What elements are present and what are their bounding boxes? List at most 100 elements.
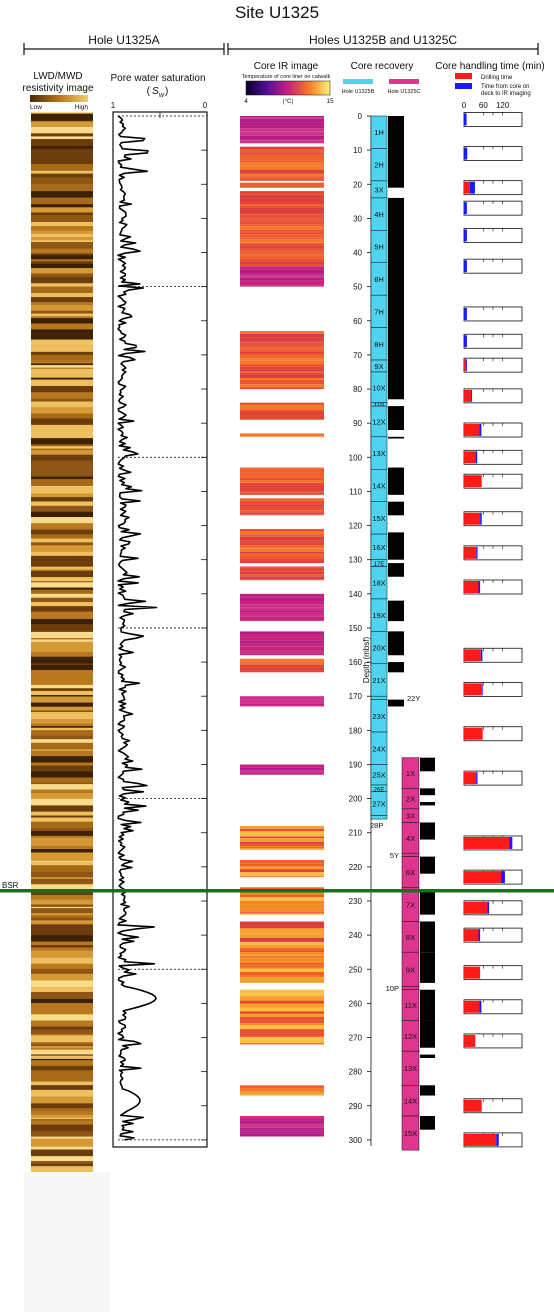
handling-drill-segment xyxy=(464,1099,482,1112)
recovery-title: Core recovery xyxy=(351,61,414,72)
ir-strip xyxy=(240,211,324,215)
lwd-stripe xyxy=(31,711,93,714)
lwd-stripe xyxy=(31,920,93,924)
handling-bar xyxy=(463,545,523,561)
lwd-stripe xyxy=(31,862,93,866)
ir-strip xyxy=(240,191,324,194)
handling-bar xyxy=(463,579,523,595)
lwd-stripe xyxy=(31,136,93,139)
handling-deck-segment xyxy=(479,423,482,436)
handling-drill-segment xyxy=(464,901,488,914)
lwd-stripe xyxy=(31,263,93,269)
ir-strip xyxy=(240,220,324,222)
ir-strip xyxy=(240,548,324,552)
ir-strip xyxy=(240,1129,324,1132)
lwd-stripe xyxy=(31,367,93,369)
ir-band xyxy=(240,631,324,656)
lwd-stripe xyxy=(31,611,93,617)
lwd-stripe xyxy=(31,695,93,697)
handling-drill-segment xyxy=(464,580,479,593)
ir-strip xyxy=(240,847,324,849)
lwd-stripe xyxy=(31,645,93,652)
lwd-stripe xyxy=(31,538,93,543)
lwd-stripe xyxy=(31,226,93,231)
ir-strip xyxy=(240,237,324,239)
ir-strip xyxy=(240,650,324,654)
lwd-stripe xyxy=(31,901,93,905)
ir-strip xyxy=(240,366,324,370)
lwd-stripe xyxy=(31,542,93,546)
handling-drill-segment xyxy=(464,389,472,402)
core-c-label: 11X xyxy=(404,1001,417,1010)
ir-band xyxy=(240,146,324,181)
lwd-stripe xyxy=(31,313,93,317)
ir-strip xyxy=(240,504,324,507)
lwd-stripe xyxy=(31,446,93,449)
legend-label-drill: Drilling time xyxy=(481,75,513,81)
handling-bar xyxy=(463,681,523,697)
handling-drill-segment xyxy=(464,181,470,194)
ir-band xyxy=(240,498,324,516)
ir-band xyxy=(240,402,324,420)
lwd-stripe xyxy=(31,545,93,552)
ir-strip xyxy=(240,529,324,532)
depth-tick-label: 130 xyxy=(349,556,363,565)
ir-band xyxy=(240,764,324,775)
lwd-stripe xyxy=(31,339,93,346)
core-b-label: 2H xyxy=(374,161,384,170)
lwd-stripe xyxy=(31,1066,93,1071)
ir-strip xyxy=(240,1025,324,1030)
ir-strip xyxy=(240,162,324,166)
ir-band xyxy=(240,433,324,437)
pore-symbol: S xyxy=(152,86,159,97)
ir-strip xyxy=(240,226,324,230)
lwd-stripe xyxy=(31,365,93,368)
lwd-stripe xyxy=(31,523,93,530)
lwd-scale-low: Low xyxy=(30,104,42,111)
lwd-stripe xyxy=(31,749,93,751)
core-b-label: 25X xyxy=(372,771,385,780)
ir-strip xyxy=(240,369,324,372)
handling-bar xyxy=(463,388,523,404)
lwd-stripe xyxy=(31,782,93,785)
lwd-stripe xyxy=(31,730,93,736)
ir-strip xyxy=(240,700,324,704)
ir-strip xyxy=(240,835,324,837)
ir-strip xyxy=(240,176,324,180)
core-c-label: 6X xyxy=(406,868,415,877)
ir-strip xyxy=(240,969,324,972)
handling-bar xyxy=(463,258,523,274)
ir-band xyxy=(240,566,324,581)
depth-tick-label: 290 xyxy=(349,1102,363,1111)
ir-strip xyxy=(240,942,324,945)
recovered-b-segment xyxy=(388,501,404,516)
lwd-stripe xyxy=(31,673,93,679)
core-b-label: 13X xyxy=(372,449,385,458)
handling-deck-segment xyxy=(476,546,478,559)
lwd-stripe xyxy=(31,149,93,152)
depth-tick-label: 120 xyxy=(349,522,363,531)
lwd-color-scale xyxy=(30,95,88,102)
ir-strip xyxy=(240,670,324,673)
lwd-stripe xyxy=(31,696,93,703)
lwd-stripe xyxy=(31,570,93,578)
ir-strip xyxy=(240,912,324,915)
ir-strip xyxy=(240,485,324,488)
ir-band xyxy=(240,860,324,878)
lwd-stripe xyxy=(31,1051,93,1055)
lwd-stripe xyxy=(31,555,93,563)
lwd-stripe xyxy=(31,635,93,639)
recovered-c-segment xyxy=(420,757,435,772)
ir-strip xyxy=(240,664,324,668)
core-b-label: 27X xyxy=(372,800,385,809)
lwd-title-line1: LWD/MWD xyxy=(33,71,82,82)
lwd-stripe xyxy=(31,456,93,459)
recovered-c-segment xyxy=(420,788,435,796)
depth-axis-label: Depth (mbsf) xyxy=(362,637,371,684)
ir-strip xyxy=(240,158,324,161)
lwd-stripe xyxy=(31,726,93,728)
handling-bar xyxy=(463,422,523,438)
ir-strip xyxy=(240,277,324,281)
lwd-stripe xyxy=(31,261,93,264)
ir-strip xyxy=(240,146,324,149)
